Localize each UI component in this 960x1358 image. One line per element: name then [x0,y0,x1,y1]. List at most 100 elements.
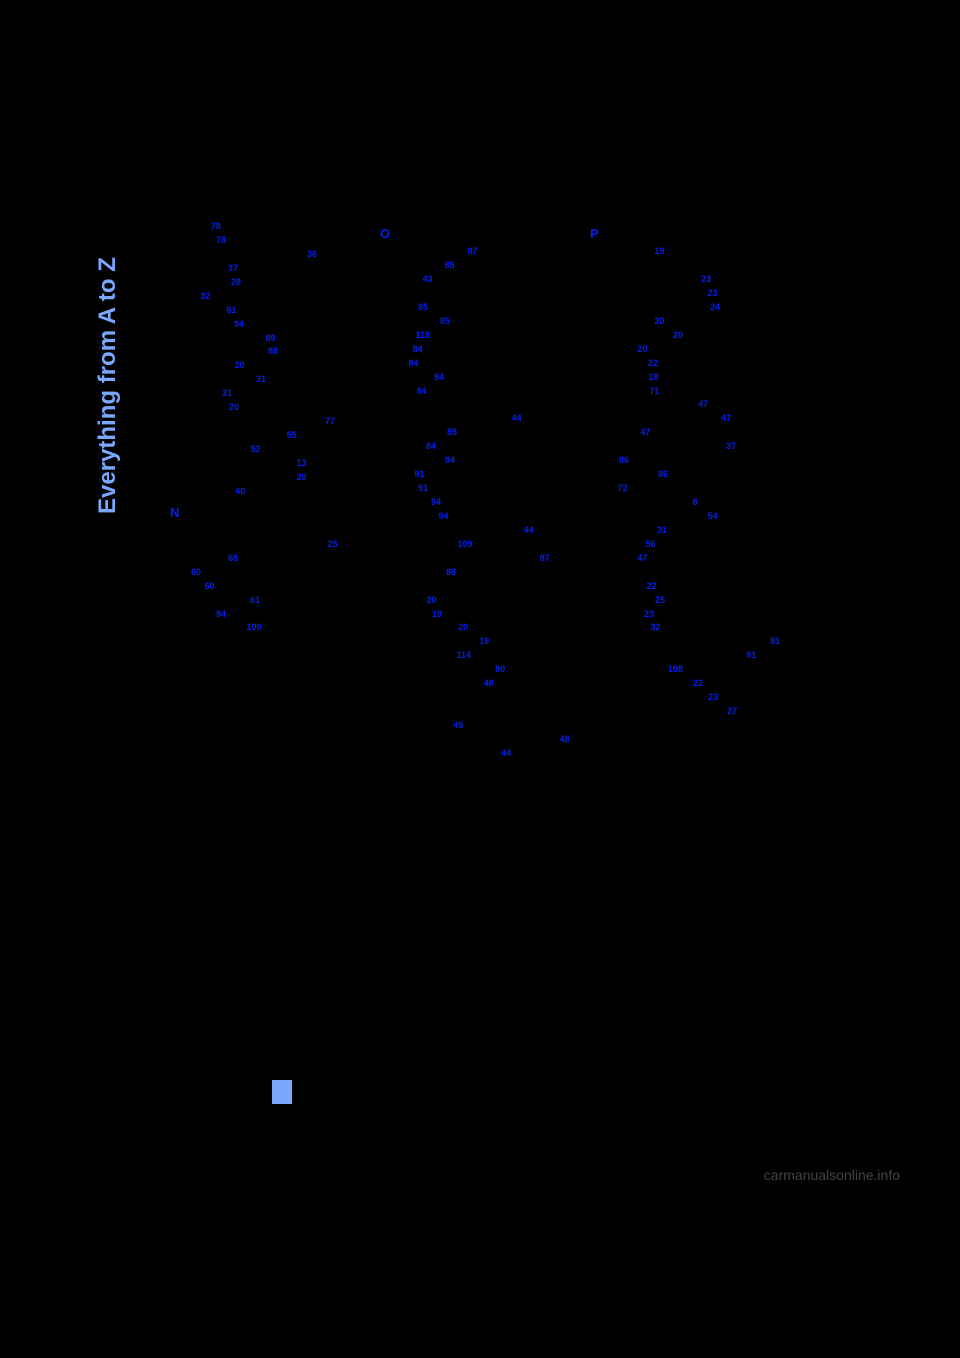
index-entry[interactable]: Power windows 25 [590,594,790,608]
entry-page[interactable]: 43 [423,274,433,284]
entry-page[interactable]: 27 [727,706,737,716]
entry-page[interactable]: 19 [432,609,442,619]
entry-page[interactable]: 84 [426,441,436,451]
index-entry[interactable]: Outlets, ventilation 114 [380,649,580,663]
entry-page[interactable]: 47 [641,427,651,437]
index-entry[interactable]: Onboard computer 109 [380,538,580,552]
index-entry[interactable]: in the MID [380,691,580,705]
index-entry[interactable]: Oil change intervals [380,398,580,412]
index-entry[interactable]: refer to supplementary Owner's Manual 87 [380,552,580,566]
index-entry[interactable]: from outside 19 [380,608,580,622]
entry-page[interactable]: 20 [229,402,239,412]
index-entry[interactable]: Putting vehicle into operation 23 [590,691,790,705]
entry-page[interactable]: 19 [479,636,489,646]
index-entry[interactable]: Oil consumption 85 [380,426,580,440]
entry-page[interactable]: 44 [501,748,511,758]
index-entry[interactable]: switching on directly 20 [590,329,790,343]
entry-page[interactable]: 25 [328,539,338,549]
entry-page[interactable]: 45 [453,720,463,730]
entry-page[interactable]: 8 [693,497,698,507]
index-entry[interactable]: Pocket flashlight 86 [590,468,790,482]
index-entry[interactable]: Parking lamps/Low beams 47 [590,398,790,412]
index-entry[interactable]: Outside temperature display in the compu… [380,733,580,747]
index-entry[interactable]: Parked car ventilation system 24 [590,301,790,315]
entry-page[interactable]: 32 [651,622,661,632]
entry-page[interactable]: 20 [673,330,683,340]
entry-page[interactable]: 22 [693,678,703,688]
entry-page[interactable]: 20 [297,472,307,482]
entry-page[interactable]: 85 [447,427,457,437]
entry-page[interactable]: 31 [657,525,667,535]
entry-page[interactable]: 60 [191,567,201,577]
entry-page[interactable]: 78 [216,235,226,245]
index-entry[interactable]: capacity 118 [380,329,580,343]
entry-page[interactable]: 32 [201,291,211,301]
index-entry[interactable]: Nozzles 60 [170,580,370,594]
entry-page[interactable]: 23 [701,274,711,284]
index-entry[interactable]: Pull-out cargo floor 108 [590,663,790,677]
index-entry[interactable]: Mirror heating 37 [170,262,370,276]
index-entry[interactable]: Panic mode [590,259,790,273]
index-entry[interactable]: Motion detector 20 [170,359,370,373]
entry-page[interactable]: 40 [235,486,245,496]
index-entry[interactable]: Mirrors 32 [170,290,370,304]
index-entry[interactable]: in onboard computer, refer to supplement… [380,705,580,733]
index-entry[interactable]: Position, battery 31 [590,524,790,538]
index-entry[interactable]: Pollen, refer to Microfilter 8 [590,496,790,510]
index-entry[interactable]: Putting vehicle in storage 22 [590,677,790,691]
index-entry[interactable]: Power output 56 [590,538,790,552]
index-entry[interactable]: alternative oils 85 [380,315,580,329]
index-entry[interactable]: indicator lamp 18 [590,371,790,385]
index-entry[interactable]: Multi-function steering wheel 55 [170,429,370,443]
index-entry[interactable]: Parking aid 20 [590,343,790,357]
entry-page[interactable]: 23 [708,692,718,702]
entry-page[interactable]: 94 [439,511,449,521]
index-entry[interactable]: Monitor (Check Control) 88 [170,345,370,359]
index-entry[interactable]: safety switch 23 [590,608,790,622]
index-entry[interactable]: using the remote control 19 [380,635,580,649]
entry-page[interactable]: 84 [417,386,427,396]
entry-page[interactable]: 47 [698,399,708,409]
index-entry[interactable]: indicator lamp 94 [380,510,580,524]
entry-page[interactable]: 22 [648,358,658,368]
entry-page[interactable]: 88 [446,567,456,577]
index-entry[interactable]: dipstick 84 [380,343,580,357]
index-entry[interactable]: viscosity 84 [380,385,580,399]
entry-page[interactable]: 78 [211,221,221,231]
index-entry[interactable]: Passenger side mirror tilt function 37 [590,440,790,454]
index-entry[interactable]: Pollen 72 [590,482,790,496]
entry-page[interactable]: 87 [468,246,478,256]
entry-page[interactable]: 94 [216,609,226,619]
entry-page[interactable]: 44 [524,525,534,535]
index-entry[interactable]: driving with activated 31 [170,373,370,387]
entry-page[interactable]: 94 [431,497,441,507]
entry-page[interactable]: 25 [655,595,665,605]
entry-page[interactable]: 87 [540,553,550,563]
entry-page[interactable]: 61 [227,305,237,315]
index-entry[interactable]: Mobile phone 61 [170,304,370,318]
entry-page[interactable]: 72 [618,483,628,493]
index-entry[interactable]: Odometer 43 [380,273,580,287]
entry-page[interactable]: 71 [650,386,660,396]
entry-page[interactable]: 86 [619,455,629,465]
entry-page[interactable]: 77 [325,416,335,426]
index-entry[interactable]: Plastic 86 [590,454,790,468]
entry-page[interactable]: 48 [560,734,570,744]
index-entry[interactable]: Oil, refer to Service Interval Display 4… [380,524,580,538]
index-entry[interactable]: Multi-Information Display (MID) 13 [170,457,370,471]
index-entry[interactable]: Oil filter change 94 [380,454,580,468]
entry-page[interactable]: 85 [418,302,428,312]
index-entry[interactable]: Partition net 47 [590,426,790,440]
entry-page[interactable]: 84 [434,372,444,382]
entry-page[interactable]: 36 [307,249,317,259]
index-entry[interactable]: Power seat 47 [590,552,790,566]
index-entry[interactable]: Navigation system [170,524,370,538]
index-entry[interactable]: Parking lamps 71 [590,385,790,399]
entry-page[interactable]: 19 [655,246,665,256]
index-entry[interactable]: specified oils 84 [380,371,580,385]
entry-page[interactable]: 109 [247,622,262,632]
index-entry[interactable]: activation times 20 [590,315,790,329]
index-entry[interactable]: Oil pressure 94 [380,496,580,510]
index-entry[interactable]: Polling range, remote control 54 [590,510,790,524]
entry-page[interactable]: 47 [721,413,731,423]
